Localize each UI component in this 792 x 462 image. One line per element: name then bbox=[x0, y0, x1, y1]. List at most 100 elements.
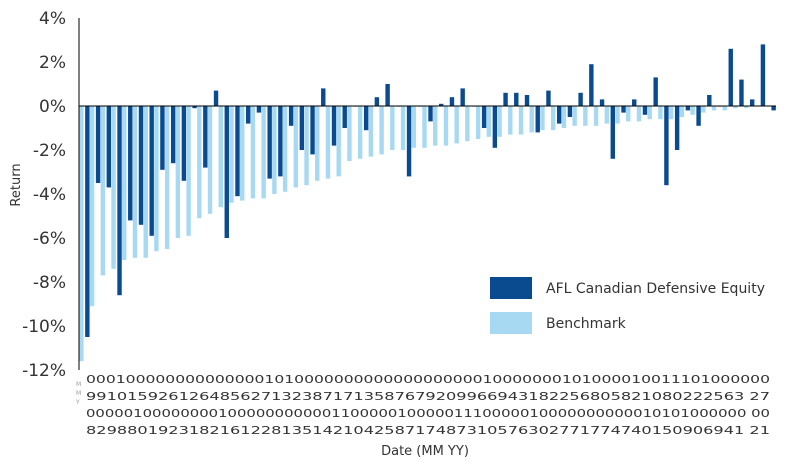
bar-benchmark bbox=[272, 106, 277, 194]
bar-fund bbox=[749, 99, 755, 106]
bar-benchmark bbox=[433, 106, 438, 146]
y-tick-label: -8% bbox=[33, 273, 66, 293]
x-tick-row: 0001000000000000001010000000000000000000… bbox=[86, 373, 770, 386]
bar-benchmark bbox=[679, 106, 685, 117]
x-tick-row: 9910159261264856271323871713587679209966… bbox=[86, 390, 770, 403]
bar-fund bbox=[160, 106, 165, 170]
bar-benchmark bbox=[175, 106, 181, 238]
bar-fund bbox=[567, 106, 573, 117]
x-tick-small-letter: Y bbox=[75, 399, 80, 406]
bar-benchmark bbox=[422, 106, 427, 148]
bar-fund bbox=[181, 106, 187, 181]
bar-fund bbox=[556, 106, 562, 124]
bar-fund bbox=[728, 48, 733, 106]
bar-benchmark bbox=[593, 106, 599, 126]
y-tick-label: -4% bbox=[33, 185, 66, 205]
bar-fund bbox=[503, 92, 508, 106]
bar-fund bbox=[685, 106, 691, 111]
bar-benchmark bbox=[368, 106, 374, 157]
bar-fund bbox=[256, 106, 262, 113]
bar-fund bbox=[363, 106, 369, 131]
y-tick-label: -6% bbox=[33, 229, 66, 249]
bar-fund bbox=[85, 106, 90, 337]
bar-benchmark bbox=[132, 106, 138, 258]
bar-benchmark bbox=[647, 106, 652, 120]
bar-fund bbox=[664, 106, 669, 186]
bar-benchmark bbox=[475, 106, 481, 139]
bar-benchmark bbox=[89, 106, 95, 307]
bar-fund bbox=[203, 106, 208, 168]
y-tick-label: -2% bbox=[33, 141, 66, 161]
bar-benchmark bbox=[658, 106, 663, 120]
bar-fund bbox=[696, 106, 701, 126]
bar-fund bbox=[321, 88, 326, 106]
y-tick-label: 4% bbox=[39, 9, 66, 29]
bar-fund bbox=[449, 97, 455, 106]
bar-benchmark bbox=[701, 106, 706, 113]
bar-benchmark bbox=[293, 106, 299, 188]
bar-fund bbox=[170, 106, 176, 164]
bar-fund bbox=[632, 99, 637, 106]
x-tick-small-letter: M bbox=[76, 381, 81, 388]
bar-fund bbox=[235, 106, 240, 197]
bar-fund bbox=[128, 106, 133, 221]
bar-benchmark bbox=[486, 106, 492, 137]
bar-benchmark bbox=[111, 106, 116, 269]
x-tick-row: 8298801923182161228135142104258717487310… bbox=[86, 424, 770, 437]
bar-fund bbox=[299, 106, 305, 150]
bar-benchmark bbox=[261, 106, 266, 199]
bar-fund bbox=[653, 77, 658, 106]
legend-label-fund: AFL Canadian Defensive Equity bbox=[546, 281, 765, 297]
bar-benchmark bbox=[164, 106, 170, 249]
bar-benchmark bbox=[690, 106, 695, 115]
x-axis-title: Date (MM YY) bbox=[381, 444, 469, 459]
bar-fund bbox=[117, 106, 122, 296]
bar-fund bbox=[514, 92, 519, 106]
y-tick-label: -12% bbox=[22, 361, 66, 381]
bar-fund bbox=[224, 106, 229, 238]
bar-fund bbox=[621, 106, 626, 113]
bar-fund bbox=[428, 106, 433, 122]
bar-fund bbox=[460, 88, 465, 106]
bar-fund bbox=[267, 106, 272, 179]
y-tick-label: 2% bbox=[39, 53, 66, 73]
bar-benchmark bbox=[100, 106, 106, 276]
bar-fund bbox=[385, 84, 390, 106]
bar-fund bbox=[406, 106, 412, 177]
bar-fund bbox=[589, 64, 594, 106]
y-tick-label: 0% bbox=[39, 97, 66, 117]
bar-benchmark bbox=[357, 106, 363, 159]
bar-fund bbox=[546, 90, 551, 106]
y-axis-title: Return bbox=[9, 163, 24, 206]
bar-fund bbox=[374, 97, 380, 106]
bar-benchmark bbox=[229, 106, 234, 203]
bar-fund bbox=[288, 106, 294, 126]
y-tick-label: -10% bbox=[22, 317, 66, 337]
bar-fund bbox=[739, 79, 744, 106]
x-axis-tick-rows: 0001000000000000001010000000000000000000… bbox=[75, 373, 770, 437]
bar-benchmark bbox=[122, 106, 127, 260]
bar-fund bbox=[310, 106, 315, 155]
bar-benchmark bbox=[218, 106, 223, 208]
bar-benchmark bbox=[561, 106, 567, 128]
bars bbox=[79, 44, 776, 362]
bar-fund bbox=[599, 99, 605, 106]
bar-benchmark bbox=[508, 106, 513, 135]
bar-benchmark bbox=[529, 106, 534, 133]
bar-benchmark bbox=[304, 106, 309, 186]
legend: AFL Canadian Defensive Equity Benchmark bbox=[490, 277, 765, 334]
bar-benchmark bbox=[454, 106, 459, 144]
bar-fund bbox=[106, 106, 112, 188]
bar-benchmark bbox=[518, 106, 524, 135]
y-axis-ticks: 4% 2% 0% -2% -4% -6% -8% -10% -12% bbox=[22, 9, 66, 381]
bar-benchmark bbox=[207, 106, 213, 214]
bar-fund bbox=[95, 106, 101, 183]
bar-fund bbox=[524, 95, 530, 106]
bar-benchmark bbox=[186, 106, 191, 236]
bar-benchmark bbox=[443, 106, 449, 146]
bar-benchmark bbox=[615, 106, 620, 124]
bar-benchmark bbox=[315, 106, 320, 181]
bar-fund bbox=[439, 103, 444, 106]
bar-benchmark bbox=[325, 106, 331, 179]
bar-fund bbox=[492, 106, 498, 148]
